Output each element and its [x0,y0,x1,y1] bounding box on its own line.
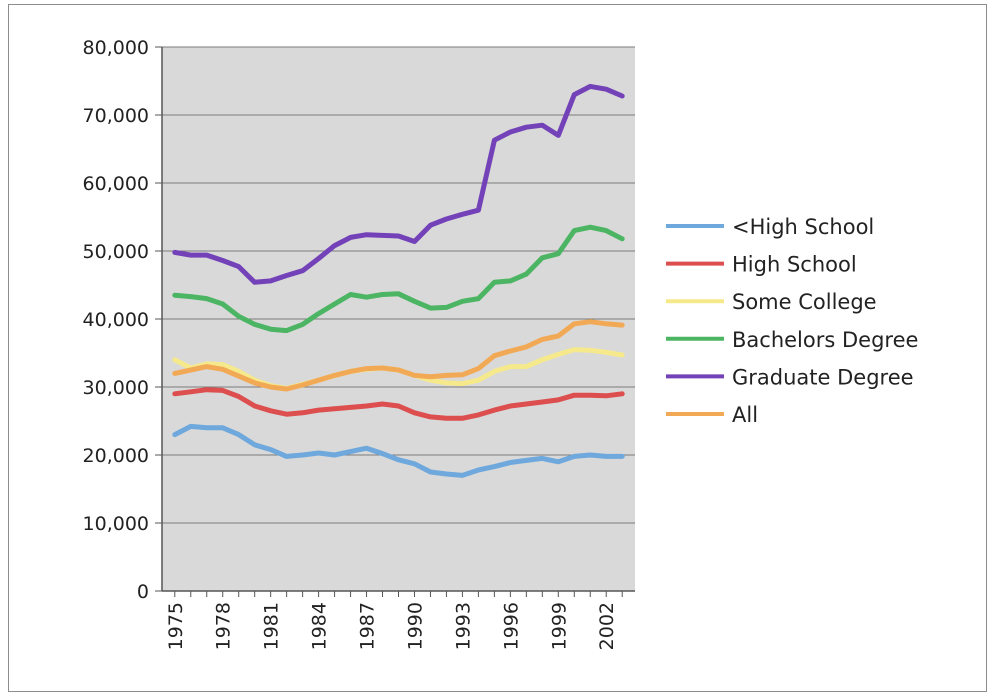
x-tick-label: 2002 [596,602,618,650]
series-line-bachelors-degree [172,224,625,334]
series-line-all [172,319,625,392]
x-tick-label: 1993 [452,602,474,650]
y-tick-label: 10,000 [83,513,149,535]
y-tick-label: 40,000 [83,309,149,331]
x-tick-label: 1984 [309,602,331,650]
x-tick-label: 1999 [548,602,570,650]
y-tick-label: 70,000 [83,105,149,127]
gridlines [162,46,635,524]
x-tick-label: 1987 [357,602,379,650]
legend-label: High School [732,253,857,277]
x-tick-label: 1996 [500,602,522,650]
legend-label: Bachelors Degree [732,328,918,352]
series-line-high-school [172,423,625,478]
series-line-graduate-degree [172,83,625,285]
x-tick-label: 1981 [261,602,283,650]
x-tick-label: 1990 [404,602,426,650]
series-lines [172,83,625,478]
legend-label: Some College [732,290,877,314]
y-tick-label: 0 [137,581,149,603]
legend-label: Graduate Degree [732,365,914,389]
y-tick-label: 20,000 [83,445,149,467]
y-tick-label: 60,000 [83,173,149,195]
y-tick-label: 50,000 [83,241,149,263]
x-axis-ticks: 1975 1978 1981 1984 1987 1990 1993 1996 1999 2002 [165,591,623,650]
y-tick-label: 30,000 [83,377,149,399]
legend-label: All [732,403,758,427]
series-line-high-school [172,387,625,421]
x-tick-label: 1978 [213,602,235,650]
legend-label: <High School [732,215,874,239]
x-tick-label: 1975 [165,602,187,650]
y-tick-label: 80,000 [83,37,149,59]
legend: <High School High School Some College Bache… [666,215,918,427]
y-axis-ticks: 0 10,000 20,000 30,000 40,000 50,000 60,000 70,… [83,37,162,603]
